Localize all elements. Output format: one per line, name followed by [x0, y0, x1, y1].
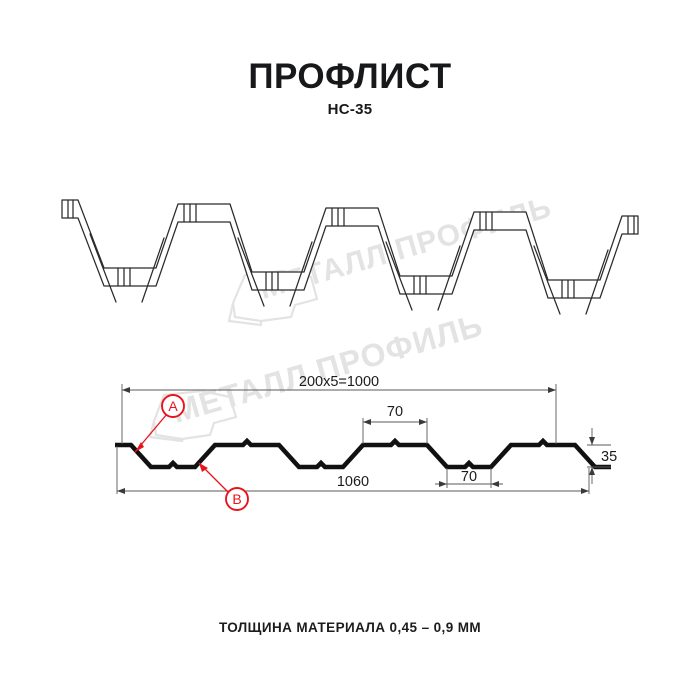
dimension-pitch: [121, 384, 557, 444]
cross-section-drawing: 200x5=1000 70 70: [95, 360, 617, 511]
isometric-sheet-view: [60, 178, 640, 315]
product-model-subtitle: НС-35: [327, 101, 373, 118]
callout-a-label: A: [168, 398, 178, 414]
dimension-valley: [435, 468, 503, 488]
profile-outline: [115, 437, 611, 470]
dimension-height: [587, 428, 611, 484]
page-title: ПРОФЛИСТ: [248, 57, 452, 96]
callout-b-arrow-icon: [199, 463, 208, 472]
corrugated-sheet-3d: [61, 199, 639, 315]
dimension-pitch-label: 200x5=1000: [299, 374, 379, 390]
dimension-height-label: 35: [601, 449, 617, 465]
dimension-valley-label: 70: [461, 469, 477, 485]
callout-b-circle: [225, 487, 249, 511]
callout-b[interactable]: B: [198, 462, 249, 511]
callout-a[interactable]: A: [134, 394, 185, 453]
callout-b-label: B: [232, 491, 241, 507]
dimension-total-width: [116, 446, 590, 494]
callout-a-arrow-icon: [135, 442, 144, 452]
callout-a-circle: [161, 394, 185, 418]
material-thickness-note: ТОЛЩИНА МАТЕРИАЛА 0,45 – 0,9 ММ: [218, 620, 482, 635]
dimension-total-width-label: 1060: [337, 474, 369, 490]
dimension-crest-label: 70: [387, 404, 403, 420]
dimension-crest: [362, 418, 428, 444]
